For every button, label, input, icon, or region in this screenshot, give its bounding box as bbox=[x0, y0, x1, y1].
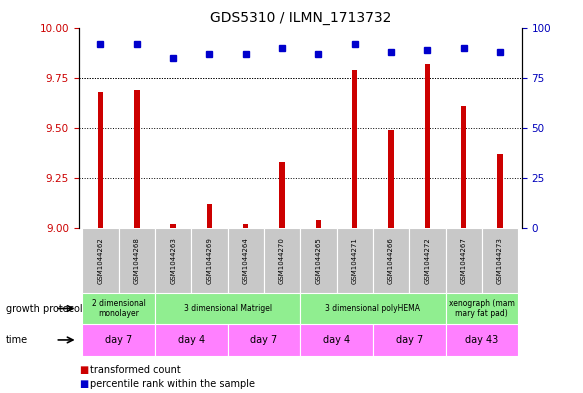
Bar bbox=[134, 90, 139, 228]
Bar bbox=[119, 228, 155, 293]
Bar bbox=[207, 204, 212, 228]
Text: GSM1044273: GSM1044273 bbox=[497, 237, 503, 284]
Bar bbox=[155, 228, 191, 293]
Bar bbox=[461, 106, 466, 228]
Text: day 4: day 4 bbox=[178, 335, 205, 345]
Bar bbox=[445, 293, 518, 324]
Text: GSM1044263: GSM1044263 bbox=[170, 237, 176, 284]
Text: xenograph (mam
mary fat pad): xenograph (mam mary fat pad) bbox=[449, 299, 515, 318]
Text: day 7: day 7 bbox=[396, 335, 423, 345]
Bar bbox=[191, 228, 227, 293]
Text: 3 dimensional Matrigel: 3 dimensional Matrigel bbox=[184, 304, 272, 313]
Text: growth protocol: growth protocol bbox=[6, 303, 82, 314]
Text: GSM1044272: GSM1044272 bbox=[424, 237, 430, 284]
Bar bbox=[300, 293, 445, 324]
Text: GSM1044269: GSM1044269 bbox=[206, 237, 212, 284]
Bar bbox=[315, 220, 321, 228]
Bar bbox=[155, 293, 300, 324]
Bar bbox=[170, 224, 176, 228]
Text: time: time bbox=[6, 335, 28, 345]
Text: GSM1044268: GSM1044268 bbox=[134, 237, 140, 284]
Text: day 7: day 7 bbox=[105, 335, 132, 345]
Text: GSM1044262: GSM1044262 bbox=[97, 237, 104, 284]
Text: ■: ■ bbox=[79, 379, 88, 389]
Text: 3 dimensional polyHEMA: 3 dimensional polyHEMA bbox=[325, 304, 420, 313]
Text: GSM1044264: GSM1044264 bbox=[243, 237, 249, 284]
Bar bbox=[227, 228, 264, 293]
Bar bbox=[424, 64, 430, 228]
Text: GSM1044271: GSM1044271 bbox=[352, 237, 358, 284]
Bar bbox=[98, 92, 103, 228]
Text: ■: ■ bbox=[79, 365, 88, 375]
Text: day 43: day 43 bbox=[465, 335, 498, 345]
Bar bbox=[373, 228, 409, 293]
Bar bbox=[482, 228, 518, 293]
Bar bbox=[409, 228, 445, 293]
Text: transformed count: transformed count bbox=[90, 365, 181, 375]
Bar bbox=[264, 228, 300, 293]
Text: GSM1044266: GSM1044266 bbox=[388, 237, 394, 284]
Text: GSM1044267: GSM1044267 bbox=[461, 237, 466, 284]
Bar bbox=[279, 162, 285, 228]
Bar bbox=[82, 324, 155, 356]
Title: GDS5310 / ILMN_1713732: GDS5310 / ILMN_1713732 bbox=[209, 11, 391, 25]
Bar bbox=[300, 228, 336, 293]
Text: 2 dimensional
monolayer: 2 dimensional monolayer bbox=[92, 299, 146, 318]
Bar bbox=[82, 228, 119, 293]
Bar bbox=[227, 324, 300, 356]
Bar bbox=[445, 228, 482, 293]
Bar bbox=[243, 224, 248, 228]
Bar bbox=[155, 324, 227, 356]
Bar bbox=[388, 130, 394, 228]
Bar bbox=[82, 293, 155, 324]
Text: percentile rank within the sample: percentile rank within the sample bbox=[90, 379, 255, 389]
Bar bbox=[336, 228, 373, 293]
Bar bbox=[300, 324, 373, 356]
Text: GSM1044270: GSM1044270 bbox=[279, 237, 285, 284]
Bar bbox=[352, 70, 357, 228]
Bar bbox=[373, 324, 445, 356]
Text: GSM1044265: GSM1044265 bbox=[315, 237, 321, 284]
Bar bbox=[497, 154, 503, 228]
Text: day 4: day 4 bbox=[323, 335, 350, 345]
Text: day 7: day 7 bbox=[250, 335, 278, 345]
Bar bbox=[445, 324, 518, 356]
